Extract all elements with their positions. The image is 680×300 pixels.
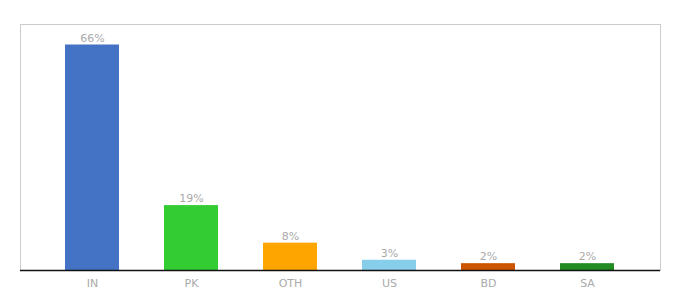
svg-text:2%: 2% bbox=[480, 250, 497, 263]
svg-text:US: US bbox=[382, 277, 397, 290]
svg-text:19%: 19% bbox=[179, 192, 203, 205]
svg-text:8%: 8% bbox=[282, 230, 299, 243]
svg-text:66%: 66% bbox=[80, 32, 104, 45]
svg-text:BD: BD bbox=[480, 277, 496, 290]
svg-text:2%: 2% bbox=[579, 250, 596, 263]
svg-text:OTH: OTH bbox=[279, 277, 303, 290]
svg-text:3%: 3% bbox=[381, 247, 398, 260]
svg-text:SA: SA bbox=[580, 277, 595, 290]
svg-text:PK: PK bbox=[185, 277, 200, 290]
svg-text:IN: IN bbox=[87, 277, 98, 290]
